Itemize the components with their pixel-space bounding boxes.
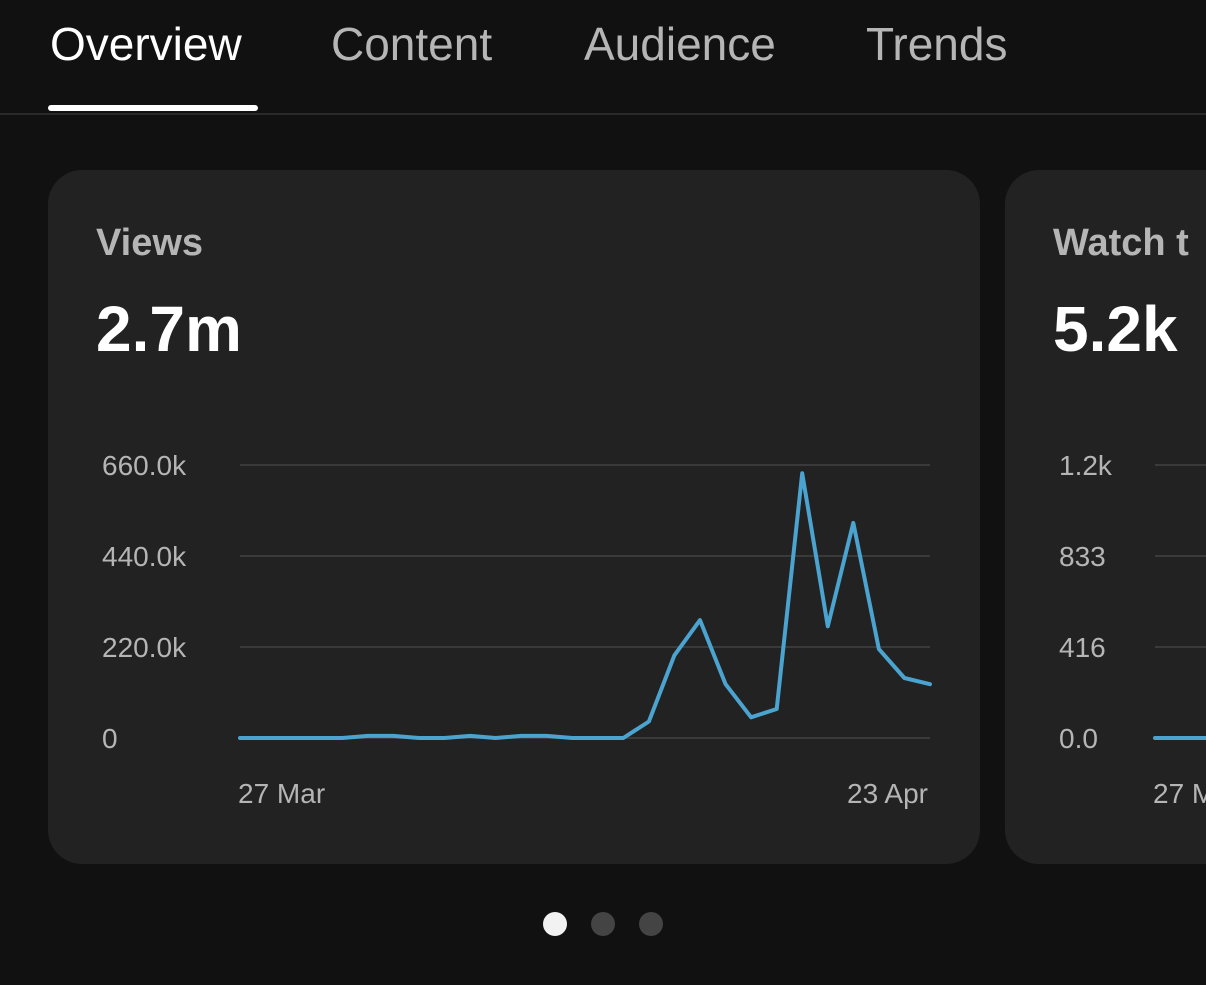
tab-bar: Overview Content Audience Trends [0, 0, 1206, 115]
y-tick-label: 0 [102, 723, 118, 754]
page-dot-3[interactable] [639, 912, 663, 936]
y-tick-label: 416 [1059, 632, 1106, 663]
tab-overview[interactable]: Overview [50, 18, 242, 70]
y-tick-label: 220.0k [102, 632, 187, 663]
card-title: Views [96, 222, 204, 264]
card-title: Watch t [1053, 222, 1189, 264]
page-indicator [0, 912, 1206, 938]
y-tick-label: 440.0k [102, 541, 187, 572]
active-tab-indicator [48, 105, 258, 111]
page-dot-2[interactable] [591, 912, 615, 936]
tab-trends[interactable]: Trends [866, 18, 1008, 70]
x-tick-label-start: 27 Mar [238, 778, 325, 809]
views-card[interactable]: Views 2.7m 0 220.0k 440.0k 660.0k 27 Mar 23 A… [48, 170, 980, 864]
views-chart: 0 220.0k 440.0k 660.0k 27 Mar 23 Apr [102, 450, 932, 809]
x-tick-label-start: 27 M [1153, 778, 1206, 809]
series-line [238, 471, 932, 740]
y-tick-label: 660.0k [102, 450, 187, 481]
tab-content[interactable]: Content [331, 18, 493, 70]
card-value: 2.7m [96, 293, 242, 365]
card-value: 5.2k [1053, 293, 1178, 365]
y-tick-label: 833 [1059, 541, 1106, 572]
watch-time-chart: 0.0 416 833 1.2k 27 M [1059, 450, 1206, 809]
watch-time-card[interactable]: Watch t 5.2k 0.0 416 833 1.2k 27 M [1005, 170, 1206, 864]
y-tick-label: 1.2k [1059, 450, 1113, 481]
x-tick-label-end: 23 Apr [847, 778, 928, 809]
y-tick-label: 0.0 [1059, 723, 1098, 754]
tab-audience[interactable]: Audience [584, 18, 776, 70]
page-dot-1[interactable] [543, 912, 567, 936]
